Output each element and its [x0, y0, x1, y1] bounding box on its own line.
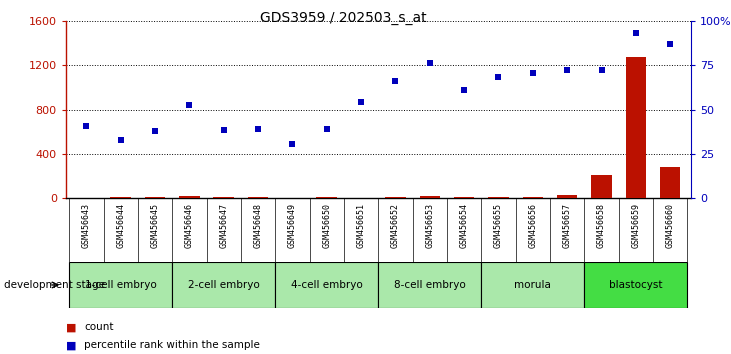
Text: GSM456653: GSM456653: [425, 203, 434, 249]
Bar: [584, 262, 687, 308]
Bar: [110, 197, 131, 198]
Text: GSM456657: GSM456657: [563, 203, 572, 249]
Point: [355, 99, 367, 105]
Text: GSM456655: GSM456655: [494, 203, 503, 249]
Text: ■: ■: [66, 340, 76, 350]
Bar: [660, 167, 681, 198]
Text: count: count: [84, 322, 113, 332]
Text: GSM456652: GSM456652: [391, 203, 400, 249]
Point: [390, 78, 401, 84]
Point: [218, 127, 230, 132]
Point: [527, 70, 539, 76]
Bar: [179, 196, 200, 198]
Point: [596, 67, 607, 73]
Text: GSM456658: GSM456658: [597, 203, 606, 249]
Bar: [626, 57, 646, 198]
Text: GSM456656: GSM456656: [529, 203, 537, 249]
Bar: [591, 175, 612, 198]
Text: GSM456649: GSM456649: [288, 203, 297, 249]
Point: [115, 137, 126, 142]
Bar: [454, 197, 474, 198]
Text: GSM456650: GSM456650: [322, 203, 331, 249]
Bar: [145, 197, 165, 198]
Point: [80, 124, 92, 129]
Point: [664, 42, 676, 47]
Point: [424, 61, 436, 66]
Point: [493, 74, 504, 79]
Text: 8-cell embryo: 8-cell embryo: [394, 280, 466, 290]
Bar: [248, 197, 268, 198]
Text: development stage: development stage: [4, 280, 105, 290]
Point: [561, 67, 573, 73]
Text: 4-cell embryo: 4-cell embryo: [291, 280, 363, 290]
Bar: [276, 262, 379, 308]
Bar: [69, 262, 173, 308]
Point: [630, 30, 642, 36]
Text: GSM456643: GSM456643: [82, 203, 91, 249]
Text: GSM456654: GSM456654: [460, 203, 469, 249]
Text: GSM456659: GSM456659: [632, 203, 640, 249]
Text: blastocyst: blastocyst: [609, 280, 662, 290]
Text: 1-cell embryo: 1-cell embryo: [85, 280, 156, 290]
Point: [183, 103, 195, 108]
Point: [149, 128, 161, 133]
Bar: [213, 197, 234, 198]
Bar: [173, 262, 276, 308]
Bar: [379, 262, 481, 308]
Bar: [488, 197, 509, 198]
Text: 2-cell embryo: 2-cell embryo: [188, 280, 260, 290]
Point: [458, 87, 470, 93]
Text: ■: ■: [66, 322, 76, 332]
Bar: [557, 195, 577, 198]
Point: [252, 126, 264, 131]
Text: GSM456645: GSM456645: [151, 203, 159, 249]
Bar: [481, 262, 584, 308]
Text: GSM456646: GSM456646: [185, 203, 194, 249]
Text: percentile rank within the sample: percentile rank within the sample: [84, 340, 260, 350]
Bar: [420, 196, 440, 198]
Text: GSM456660: GSM456660: [666, 203, 675, 249]
Bar: [385, 197, 406, 198]
Text: GSM456648: GSM456648: [254, 203, 262, 249]
Text: GSM456647: GSM456647: [219, 203, 228, 249]
Point: [321, 126, 333, 131]
Text: GSM456644: GSM456644: [116, 203, 125, 249]
Text: GSM456651: GSM456651: [357, 203, 366, 249]
Text: GDS3959 / 202503_s_at: GDS3959 / 202503_s_at: [260, 11, 427, 25]
Text: morula: morula: [515, 280, 551, 290]
Point: [287, 141, 298, 147]
